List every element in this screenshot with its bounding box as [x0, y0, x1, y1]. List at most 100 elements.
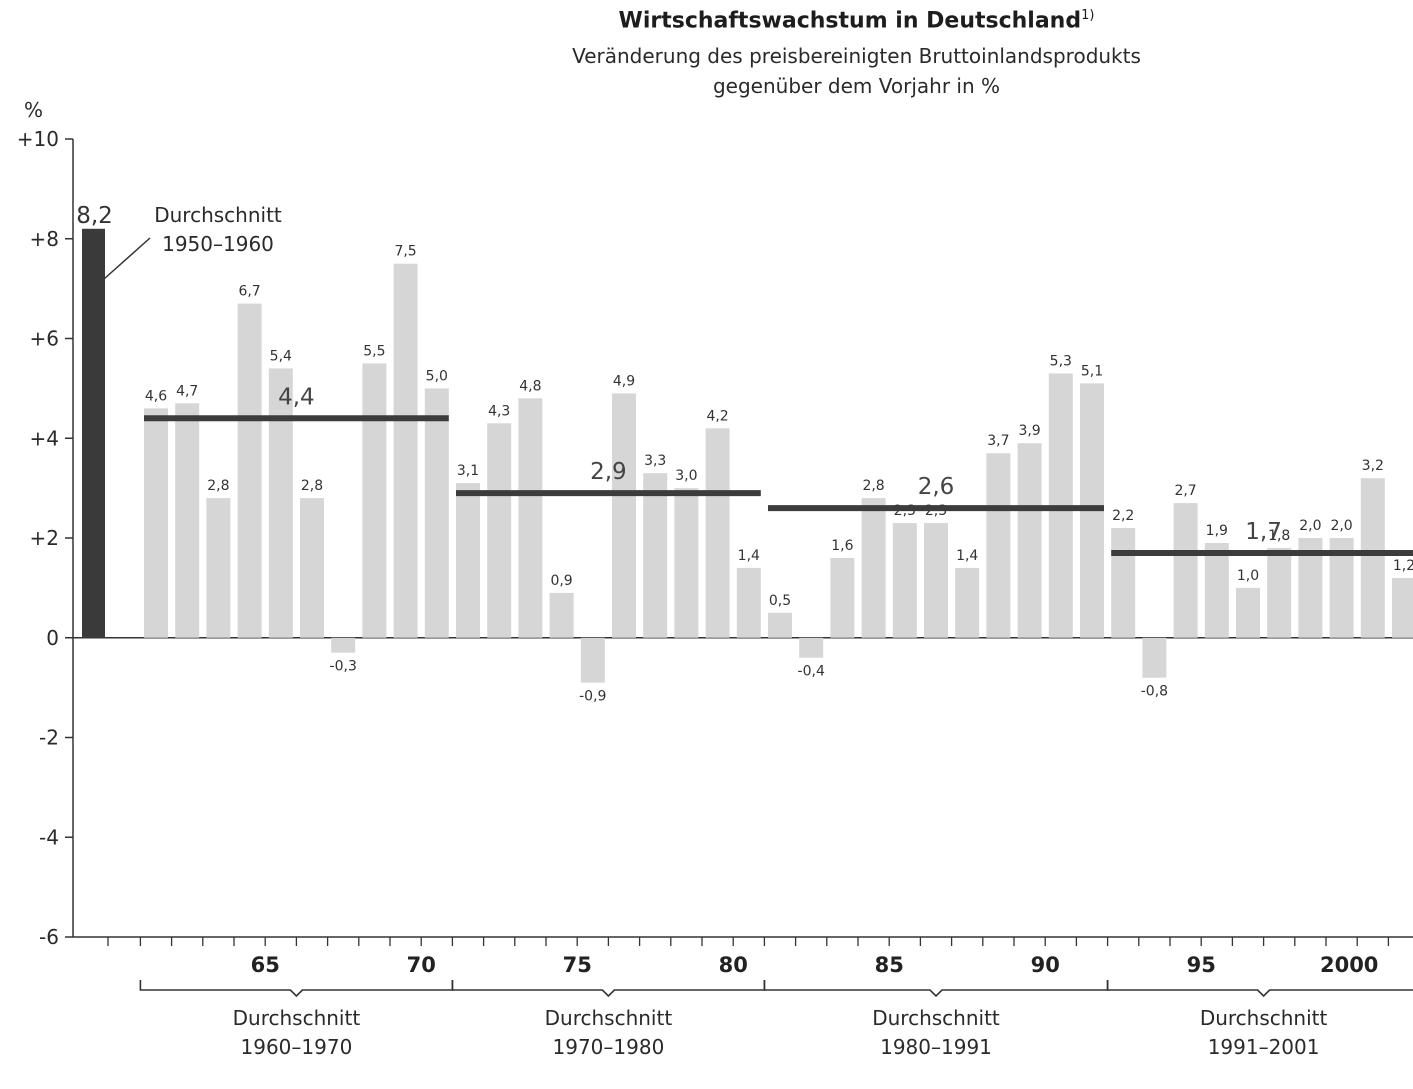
bar-1971 [456, 483, 480, 638]
y-tick-label: -2 [39, 726, 59, 750]
x-tick-label: 75 [563, 953, 592, 977]
bar-value-label: 4,7 [176, 383, 198, 399]
bar-value-label: 2,7 [1174, 483, 1196, 499]
bar-value-label: -0,8 [1141, 684, 1168, 700]
bar-value-label: 3,1 [457, 463, 479, 479]
bar-value-label: 5,3 [1050, 353, 1072, 369]
bar-1969 [393, 263, 418, 638]
bar-1987 [955, 567, 980, 638]
avg-1950-1960-annotation-line-2: 1950–1960 [162, 232, 274, 256]
bar-1970 [424, 388, 449, 638]
bar-value-label: 3,0 [675, 468, 697, 484]
period-bracket-label-line-1: Durchschnitt [545, 1006, 673, 1030]
bar-1965 [268, 368, 293, 638]
title-footnote: 1) [1081, 8, 1095, 23]
bar-value-label: 1,4 [738, 548, 760, 564]
bar-value-label: -0,4 [798, 664, 825, 680]
bar-1983 [830, 557, 855, 638]
bar-value-label: 5,5 [363, 343, 385, 359]
bar-1986 [924, 523, 948, 638]
avg-1950-1960-bar [82, 228, 105, 638]
y-tick-label: +2 [30, 526, 59, 550]
bar-value-label: 0,5 [769, 593, 791, 609]
y-tick-label: 0 [46, 626, 59, 650]
period-bracket-label-line-2: 1960–1970 [241, 1035, 353, 1059]
average-value-label: 1,7 [1245, 519, 1282, 545]
period-bracket [1106, 980, 1413, 998]
bar-1982 [799, 637, 824, 658]
period-bracket-label-line-2: 1970–1980 [553, 1035, 665, 1059]
x-tick-label: 80 [719, 953, 748, 977]
chart-title-text: Wirtschaftswachstum in Deutschland [618, 8, 1082, 34]
bar-1962 [175, 403, 200, 638]
bar-value-label: 2,0 [1330, 518, 1352, 534]
bar-value-label: 3,2 [1362, 458, 1384, 474]
avg-1950-1960-annotation-line-1: Durchschnitt [154, 203, 282, 227]
bar-1996 [1236, 587, 1260, 638]
bar-value-label: 1,4 [956, 548, 978, 564]
period-bracket-label-line-2: 1980–1991 [880, 1035, 992, 1059]
period-bracket-label-line-1: Durchschnitt [872, 1006, 1000, 1030]
bar-value-label: 2,8 [207, 478, 229, 494]
bar-value-label: 4,3 [488, 403, 510, 419]
bar-value-label: 1,6 [831, 538, 853, 554]
chart-subtitle-line-2: gegenüber dem Vorjahr in % [712, 74, 1001, 98]
bar-value-label: 2,8 [301, 478, 323, 494]
y-tick-label: +10 [17, 127, 59, 151]
bar-value-label: 1,0 [1237, 568, 1259, 584]
x-tick-label: 95 [1187, 953, 1216, 977]
x-tick-label: 85 [875, 953, 904, 977]
bar-2001 [1392, 577, 1413, 638]
bar-1973 [518, 398, 543, 638]
x-tick-label: 65 [251, 953, 280, 977]
bar-value-label: 5,0 [426, 368, 448, 384]
bar-1979 [705, 428, 730, 638]
bar-value-label: -0,9 [579, 689, 606, 705]
bar-1968 [362, 363, 387, 638]
y-tick-label: +8 [30, 227, 59, 251]
bar-value-label: 4,9 [613, 373, 635, 389]
bar-value-label: -0,3 [330, 659, 357, 675]
bar-value-label: 1,9 [1206, 523, 1228, 539]
bar-1989 [1017, 443, 1042, 638]
bar-value-label: 0,9 [550, 573, 572, 589]
bar-value-label: 3,3 [644, 453, 666, 469]
average-value-label: 4,4 [278, 384, 315, 410]
bar-value-label: 1,2 [1393, 558, 1413, 574]
bar-value-label: 1,8 [1268, 528, 1290, 544]
bar-1966 [300, 498, 324, 638]
bar-1976 [612, 393, 636, 638]
bar-value-label: 4,8 [519, 378, 541, 394]
bar-value-label: 5,1 [1081, 363, 1103, 379]
bar-1994 [1173, 503, 1198, 638]
bar-1977 [643, 473, 668, 638]
y-tick-label: -6 [39, 925, 59, 949]
bar-2000 [1360, 478, 1385, 638]
bar-1992 [1111, 528, 1136, 638]
bar-1961 [144, 408, 168, 638]
period-bracket [763, 980, 1109, 998]
bar-1981 [768, 612, 792, 638]
period-bracket [139, 980, 454, 998]
average-value-label: 2,6 [918, 474, 955, 500]
period-bracket-label-line-2: 1991–2001 [1208, 1035, 1320, 1059]
bar-value-label: 4,2 [706, 408, 728, 424]
y-tick-label: +6 [30, 327, 59, 351]
y-tick-label: -4 [39, 825, 59, 849]
x-tick-label: 70 [407, 953, 436, 977]
x-tick-label: 2000 [1320, 953, 1378, 977]
bar-1980 [736, 567, 761, 638]
bar-1974 [549, 592, 574, 638]
bar-1984 [861, 498, 886, 638]
bar-value-label: 2,8 [862, 478, 884, 494]
y-axis-unit: % [24, 98, 44, 122]
period-bracket [451, 980, 766, 998]
bar-1963 [206, 498, 231, 638]
avg-1950-1960-value-label: 8,2 [76, 203, 113, 229]
y-tick-label: +4 [30, 426, 59, 450]
bar-value-label: 5,4 [270, 348, 292, 364]
bar-value-label: 7,5 [394, 244, 416, 260]
bar-1975 [580, 637, 605, 683]
period-bracket-label-line-1: Durchschnitt [1200, 1006, 1328, 1030]
